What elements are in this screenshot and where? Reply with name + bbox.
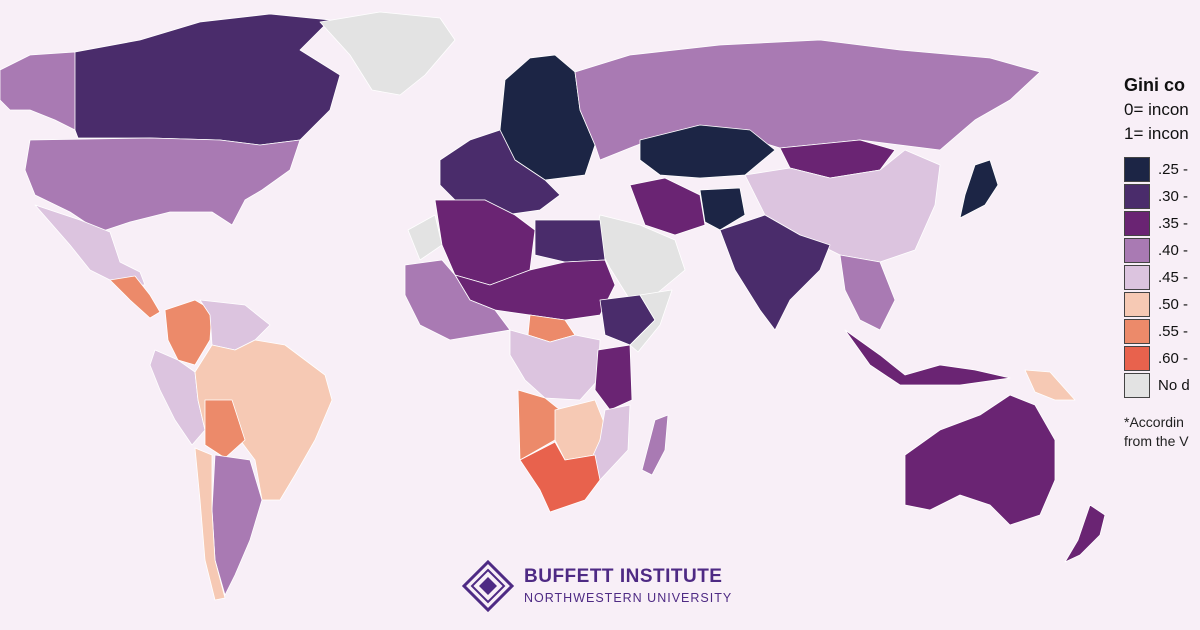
legend-item: No d [1124,372,1200,399]
legend-scale-zero: 0= incon [1124,100,1189,119]
brand-name: BUFFETT INSTITUTE [524,566,723,587]
legend-label: .35 - [1158,215,1189,232]
brand-text: BUFFETT INSTITUTE NORTHWESTERN UNIVERSIT… [524,566,732,606]
legend-label: No d [1158,377,1190,394]
legend-label: .25 - [1158,161,1189,178]
region-afghanistan[interactable] [699,187,746,231]
legend-swatch [1124,346,1150,371]
legend-label: .60 - [1158,350,1189,367]
legend-swatch [1124,211,1150,236]
region-australia[interactable] [904,394,1056,526]
region-new-zealand[interactable] [1064,504,1106,563]
region-iran[interactable] [629,177,706,236]
region-canada[interactable] [74,13,341,146]
region-indonesia[interactable] [844,329,1011,386]
legend-item: .50 - [1124,291,1200,318]
legend-item: .45 - [1124,264,1200,291]
region-japan[interactable] [959,159,999,219]
buffett-institute-logo [462,560,514,612]
legend-label: .50 - [1158,296,1189,313]
region-colombia[interactable] [164,299,213,366]
legend-swatch [1124,373,1150,398]
legend-swatch [1124,238,1150,263]
legend-footnote: *Accordin from the V [1124,413,1200,451]
buffett-institute-branding: BUFFETT INSTITUTE NORTHWESTERN UNIVERSIT… [462,560,732,612]
region-alaska[interactable] [0,51,81,131]
legend-scale-one: 1= incon [1124,124,1189,143]
region-papua-new-guinea[interactable] [1024,369,1076,401]
region-madagascar[interactable] [641,414,669,476]
legend-footnote-line-2: from the V [1124,433,1189,449]
region-southeast-asia[interactable] [839,254,896,331]
legend-label: .45 - [1158,269,1189,286]
legend-swatch [1124,265,1150,290]
legend-swatch [1124,292,1150,317]
legend-item: .40 - [1124,237,1200,264]
region-congo[interactable] [509,329,601,401]
region-peru-ecuador[interactable] [149,349,206,446]
region-central-america[interactable] [109,275,161,319]
legend-label: .40 - [1158,242,1189,259]
legend-label: .55 - [1158,323,1189,340]
legend-items: .25 - .30 - .35 - .40 - .45 - .50 - .55 - .60 -… [1124,156,1200,399]
region-india[interactable] [719,214,831,331]
region-bolivia[interactable] [204,399,246,459]
region-southern-africa[interactable] [519,441,601,513]
map-legend: Gini co 0= incon 1= incon .25 - .30 - .35 … [1124,72,1200,451]
region-argentina[interactable] [211,454,263,596]
legend-footnote-line-1: *Accordin [1124,414,1184,430]
brand-subtitle: NORTHWESTERN UNIVERSITY [524,591,733,605]
legend-title: Gini co [1124,75,1186,95]
legend-item: .55 - [1124,318,1200,345]
region-greenland[interactable] [319,11,456,96]
legend-item: .25 - [1124,156,1200,183]
region-western-sahara[interactable] [407,214,443,261]
legend-swatch [1124,157,1150,182]
region-united-states[interactable] [24,137,301,233]
legend-item: .35 - [1124,210,1200,237]
region-egypt[interactable] [534,219,606,263]
region-somalia[interactable] [629,289,673,353]
region-tanzania[interactable] [594,344,633,411]
region-brazil[interactable] [194,339,333,501]
legend-item: .60 - [1124,345,1200,372]
region-western-europe[interactable] [439,129,561,216]
legend-swatch [1124,319,1150,344]
legend-swatch [1124,184,1150,209]
region-chile[interactable] [194,447,226,601]
region-mexico[interactable] [34,204,146,286]
legend-item: .30 - [1124,183,1200,210]
legend-label: .30 - [1158,188,1189,205]
